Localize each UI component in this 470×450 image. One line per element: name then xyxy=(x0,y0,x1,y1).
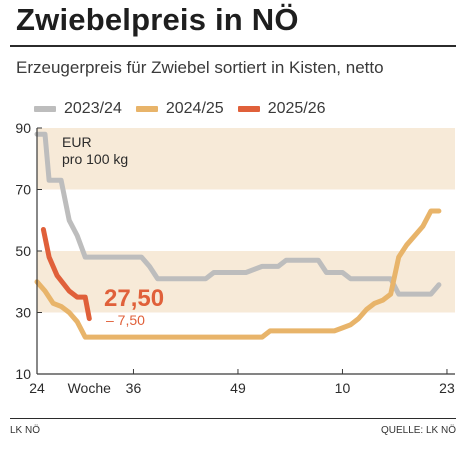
price-change-annotation: – 7,50 xyxy=(106,312,145,328)
legend: 2023/24 2024/25 2025/26 xyxy=(34,100,340,118)
title-divider xyxy=(10,45,456,47)
price-band-70-90 xyxy=(37,128,455,190)
legend-item-2025-26: 2025/26 xyxy=(237,100,326,118)
page-title: Zwiebelpreis in NÖ xyxy=(16,2,299,37)
legend-label-2025-26: 2025/26 xyxy=(267,100,326,117)
legend-label-2023-24: 2023/24 xyxy=(64,100,122,117)
x-tick-label-24: 24 xyxy=(29,380,45,396)
chart-subtitle: Erzeugerpreis für Zwiebel sortiert in Ki… xyxy=(16,58,384,77)
series-lines xyxy=(34,131,442,340)
x-tick-label-49: 49 xyxy=(230,380,246,396)
y-tick-label-50: 50 xyxy=(15,243,31,259)
legend-swatch-2023-24 xyxy=(34,106,56,112)
x-tick-label-36: 36 xyxy=(126,380,142,396)
legend-swatch-2024-25 xyxy=(135,106,158,112)
y-tick-label-90: 90 xyxy=(15,120,31,136)
price-band-30-50 xyxy=(37,251,455,313)
legend-item-2024-25: 2024/25 xyxy=(135,100,224,118)
x-tick-label-23: 23 xyxy=(439,380,455,396)
footer: LK NÖ QUELLE: LK NÖ xyxy=(10,418,456,436)
footer-left: LK NÖ xyxy=(10,425,41,436)
x-tick-label-10: 10 xyxy=(335,380,351,396)
unit-label-line1: EUR xyxy=(62,134,92,150)
legend-item-2023-24: 2023/24 xyxy=(34,100,122,118)
current-price-annotation: 27,50 xyxy=(104,285,164,312)
legend-swatch-2025-26 xyxy=(237,106,260,112)
legend-label-2024-25: 2024/25 xyxy=(165,100,224,117)
y-tick-label-30: 30 xyxy=(15,305,31,321)
footer-source: QUELLE: LK NÖ xyxy=(380,425,456,436)
price-bands xyxy=(37,128,455,313)
series-line-2023-24 xyxy=(34,131,442,297)
unit-label-line2: pro 100 kg xyxy=(62,151,128,167)
x-tick-label-woche: Woche xyxy=(68,380,112,396)
y-tick-label-10: 10 xyxy=(15,366,31,382)
series-line-2024-25 xyxy=(34,208,442,340)
y-tick-label-70: 70 xyxy=(15,182,31,198)
series-line-2025-26 xyxy=(40,227,92,322)
chart-axes: 10 30 50 70 90 24 Woche 36 49 10 23 xyxy=(15,120,455,396)
